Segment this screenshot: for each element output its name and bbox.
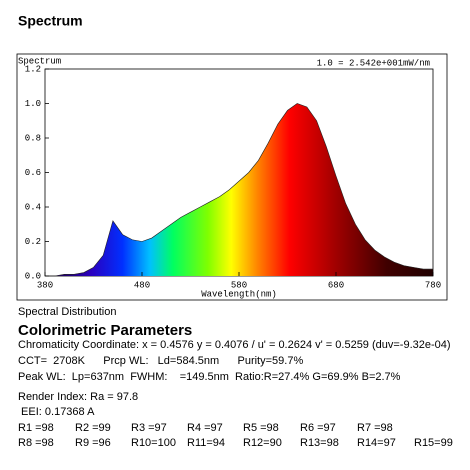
chart-frame <box>16 53 448 301</box>
x-tick-label: 680 <box>328 280 344 290</box>
page-title: Spectrum <box>18 13 83 29</box>
caption: Spectral Distribution <box>18 306 116 318</box>
parameters: Chromaticity Coordinate: x = 0.4576 y = … <box>18 339 453 449</box>
render-index: R12=90 <box>243 437 282 449</box>
render-index: R4 =97 <box>187 422 223 434</box>
parameter-line: Chromaticity Coordinate: x = 0.4576 y = … <box>18 339 451 351</box>
render-index: R13=98 <box>300 437 339 449</box>
y-tick-label: 0.6 <box>25 168 41 178</box>
render-index: R8 =98 <box>18 437 54 449</box>
render-index: R6 =97 <box>300 422 336 434</box>
parameter-line: CCT= 2708K Prcp WL: Ld=584.5nm Purity=59… <box>18 355 303 367</box>
spectrum-area <box>45 103 433 276</box>
parameter-line: Render Index: Ra = 97.8 <box>18 391 138 403</box>
render-index: R1 =98 <box>18 422 54 434</box>
x-tick-label: 480 <box>134 280 150 290</box>
annotation: 1.0 = 2.542e+001mW/nm <box>317 58 430 68</box>
render-index: R10=100 <box>131 437 176 449</box>
chart: 0.0 0.2 0.4 0.6 0.8 1.0 1.2 380 480 580 680 780 Spec… <box>18 56 441 299</box>
x-tick-label: 380 <box>37 280 53 290</box>
render-index: R11=94 <box>187 437 225 449</box>
render-index: R9 =96 <box>75 437 111 449</box>
y-tick-label: 1.0 <box>25 99 41 109</box>
render-index: R15=99 <box>414 437 453 449</box>
y-tick-label: 1.2 <box>25 64 41 74</box>
y-axis-label: Spectrum <box>18 56 61 66</box>
render-index: R14=97 <box>357 437 396 449</box>
render-index: R7 =98 <box>357 422 393 434</box>
x-tick-label: 780 <box>425 280 441 290</box>
render-index: R5 =98 <box>243 422 279 434</box>
parameter-line: EEI: 0.17368 A <box>18 406 95 418</box>
x-axis-label: Wavelength(nm) <box>201 289 277 299</box>
y-tick-label: 0.0 <box>25 271 41 281</box>
render-index: R2 =99 <box>75 422 111 434</box>
spectrum-line <box>45 103 433 277</box>
y-tick-label: 0.2 <box>25 237 41 247</box>
y-tick-label: 0.8 <box>25 133 41 143</box>
render-index: R3 =97 <box>131 422 167 434</box>
section-title: Colorimetric Parameters <box>18 322 192 339</box>
parameter-line: Peak WL: Lp=637nm FWHM: =149.5nm Ratio:R… <box>18 371 401 383</box>
y-tick-label: 0.4 <box>25 202 41 212</box>
x-tick-label: 580 <box>231 280 247 290</box>
